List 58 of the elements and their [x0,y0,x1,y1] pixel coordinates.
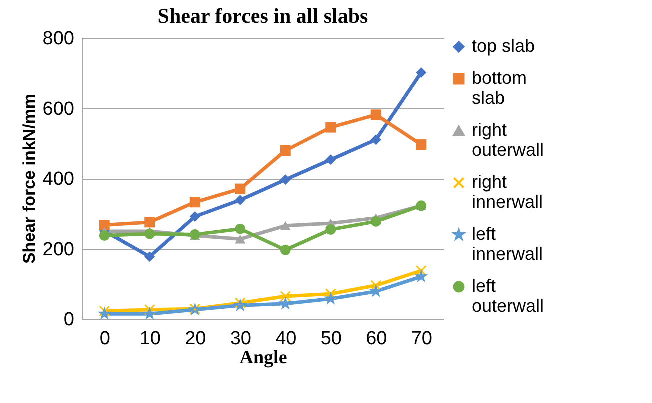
legend-label: left innerwall [472,224,544,264]
point [280,174,291,186]
point [280,244,291,256]
point [235,234,246,244]
point [99,230,110,241]
point [416,265,427,276]
point [416,68,427,78]
y-tick-label: 0 [64,310,74,330]
y-tick-label: 600 [42,98,74,120]
point [234,298,246,309]
y-axis-title: Shear force inkN/mm [20,94,39,264]
x-tick-label: 50 [320,328,342,350]
legend-label: top slab [472,36,536,56]
point [280,291,292,302]
x-tick-label: 40 [276,328,297,350]
x-tick-label: 0 [100,328,110,350]
point [144,252,156,262]
point [326,154,336,166]
point [416,140,427,150]
point [144,228,156,240]
point [190,212,200,222]
x-tick-label: 30 [230,328,252,350]
y-tick-label: 200 [42,239,74,260]
point [326,293,336,304]
point [280,221,291,230]
legend-label: right outerwall [472,120,544,160]
point [235,300,246,310]
point [326,224,336,236]
point [144,217,156,228]
legend-label: bottom slab [472,68,528,108]
point [416,271,427,282]
point [370,286,382,296]
point [99,220,110,230]
point [235,195,246,206]
point [326,122,336,133]
point [144,304,156,316]
chart-title: Shear forces in all slabs [158,4,368,28]
point [235,224,246,234]
x-tick-label: 70 [411,328,432,350]
point [235,184,246,194]
point [370,216,382,227]
point [190,197,200,208]
point [144,308,156,319]
y-tick-label: 400 [42,169,74,190]
y-tick-label: 800 [42,28,74,50]
x-axis-title: Angle [240,348,288,368]
point [280,298,291,308]
x-tick-label: 60 [366,328,388,350]
x-tick-label: 20 [185,328,206,350]
legend-label: left outerwall [472,276,544,316]
point [99,308,110,319]
point [99,306,110,317]
point [280,146,291,156]
point [370,134,382,146]
point [325,288,336,300]
point [370,110,382,120]
x-tick-label: 10 [140,328,161,350]
legend-label: right innerwall [472,172,544,212]
